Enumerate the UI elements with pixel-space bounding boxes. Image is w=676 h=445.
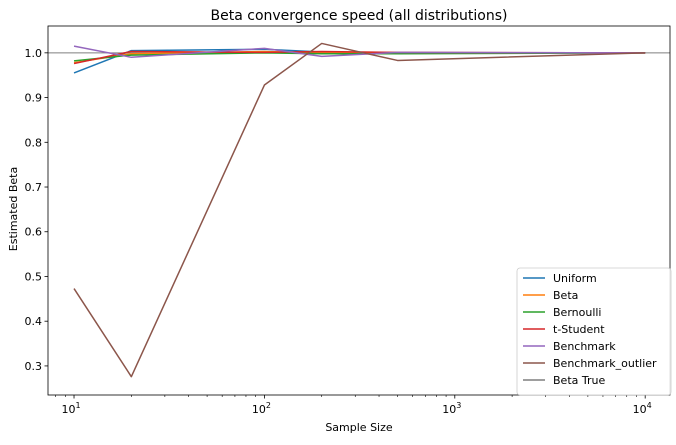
x-axis-label: Sample Size (325, 421, 393, 434)
series-line-benchmark-outlier (73, 42, 646, 378)
y-tick-label: 0.7 (25, 181, 43, 194)
y-tick-label: 1.0 (25, 47, 43, 60)
chart-title: Beta convergence speed (all distribution… (211, 8, 508, 24)
legend-label: Benchmark (553, 340, 616, 353)
legend-label: t-Student (553, 323, 605, 336)
x-tick-label: 104 (633, 401, 652, 416)
y-tick-label: 0.9 (25, 92, 43, 105)
x-tick-label: 103 (442, 401, 461, 416)
legend-box (516, 267, 672, 396)
y-tick-label: 0.4 (25, 315, 43, 328)
legend-label: Uniform (553, 272, 597, 285)
x-tick-label: 102 (252, 401, 271, 416)
legend-label: Beta (553, 289, 578, 302)
y-tick-label: 0.8 (25, 136, 43, 149)
plot-area: 101 102 103 104 0.3 0.4 0.5 0.6 0.7 0.8 0.9 1.0 Unif… (25, 25, 672, 416)
y-tick-label: 0.6 (25, 226, 43, 239)
y-axis-label: Estimated Beta (7, 167, 20, 251)
legend-label: Bernoulli (553, 306, 602, 319)
series-line-benchmark (73, 45, 646, 59)
legend-label: Beta True (553, 374, 605, 387)
legend: Uniform Beta Bernoulli t-Student Benchmark Be… (516, 267, 672, 396)
plot-content (48, 42, 670, 378)
y-tick-label: 0.5 (25, 270, 43, 283)
x-tick-label: 101 (61, 401, 80, 416)
y-tick-label: 0.3 (25, 360, 43, 373)
axes-frame (47, 25, 671, 396)
legend-label: Benchmark_outlier (553, 357, 657, 370)
